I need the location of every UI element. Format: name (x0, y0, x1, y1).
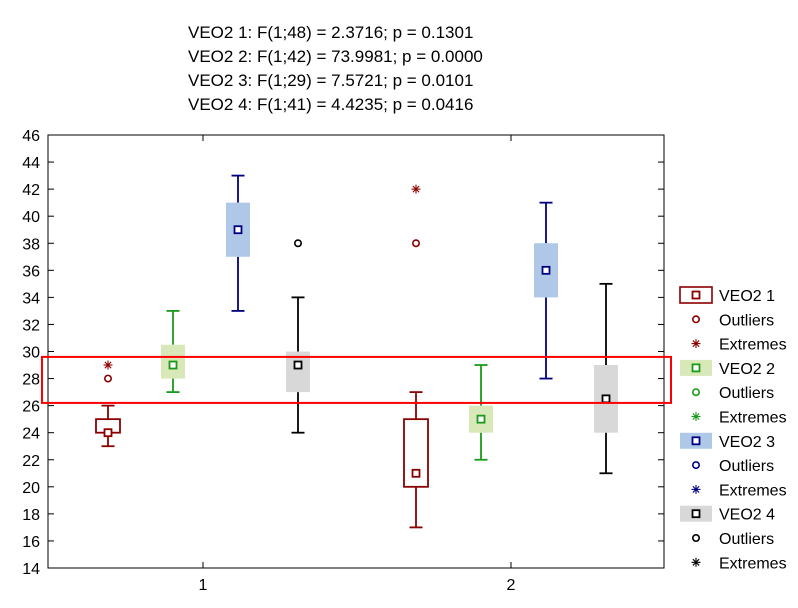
y-tick-label: 46 (22, 128, 40, 145)
legend-item-5: Outliers (691, 385, 774, 402)
box-4-2 (594, 282, 618, 475)
legend-label: VEO2 3 (719, 434, 775, 451)
y-tick-label: 22 (22, 453, 40, 470)
legend-item-10: VEO2 4 (680, 505, 775, 524)
median-marker (411, 468, 421, 478)
y-tick-label: 44 (22, 155, 40, 172)
legend-label: Extremes (719, 555, 787, 572)
outlier-point (691, 533, 700, 542)
stats-header: VEO2 1: F(1;48) = 2.3716; p = 0.1301 VEO2… (188, 23, 483, 114)
legend-item-4: VEO2 2 (680, 359, 775, 378)
x-tick-label: 2 (507, 577, 516, 594)
legend-label: Outliers (719, 458, 774, 475)
legend-item-7: VEO2 3 (680, 432, 775, 451)
y-tick-label: 32 (22, 317, 40, 334)
y-tick-label: 24 (22, 426, 40, 443)
box-2-2 (469, 364, 493, 461)
y-tick-label: 26 (22, 399, 40, 416)
median-marker (691, 363, 701, 373)
median-marker (168, 360, 178, 370)
legend-item-1: VEO2 1 (679, 286, 775, 305)
median-marker (476, 414, 486, 424)
legend-label: VEO2 2 (719, 361, 775, 378)
median-marker (233, 225, 243, 235)
median-marker (691, 509, 701, 519)
highlight-rectangle (41, 355, 672, 404)
y-tick-label: 42 (22, 182, 40, 199)
box-2-1 (161, 310, 185, 393)
legend-item-8: Outliers (691, 458, 774, 475)
y-tick-label: 20 (22, 480, 40, 497)
legend-item-12: Extremes (691, 555, 787, 572)
legend-item-9: Extremes (691, 482, 787, 499)
axes: 14 16 18 20 22 24 26 28 30 32 34 36 38 40 42 44 46 1 2 (22, 128, 664, 594)
extreme-point (411, 184, 421, 194)
legend-label: Extremes (719, 410, 787, 427)
extreme-stroke (104, 361, 112, 369)
stats-line: VEO2 3: F(1;29) = 7.5721; p = 0.0101 (188, 71, 473, 90)
y-tick-label: 34 (22, 290, 40, 307)
legend-label: Outliers (719, 531, 774, 548)
y-tick-label: 36 (22, 263, 40, 280)
median-marker (601, 394, 611, 404)
median-marker (691, 436, 701, 446)
legend-item-11: Outliers (691, 531, 774, 548)
extreme-stroke (412, 185, 420, 193)
median-marker (103, 428, 113, 438)
outlier-point (411, 239, 420, 248)
extreme-point (691, 484, 701, 494)
median-marker (541, 265, 551, 275)
outlier-point (293, 239, 302, 248)
box-4-1 (286, 239, 310, 434)
stats-line: VEO2 4: F(1;41) = 4.4235; p = 0.0416 (188, 95, 473, 114)
plot-frame (47, 134, 665, 569)
legend-label: Outliers (719, 385, 774, 402)
legend-label: Outliers (719, 312, 774, 329)
legend-item-6: Extremes (691, 410, 787, 427)
y-tick-label: 30 (22, 345, 40, 362)
y-tick-label: 38 (22, 236, 40, 253)
outlier-point (691, 315, 700, 324)
x-tick-label: 1 (199, 577, 208, 594)
extreme-point (691, 339, 701, 349)
outlier-point (691, 461, 700, 470)
outlier-point (691, 388, 700, 397)
legend-label: Extremes (719, 482, 787, 499)
extreme-stroke (692, 412, 700, 421)
box-3-1 (226, 174, 250, 312)
median-marker (691, 290, 701, 300)
y-tick-label: 40 (22, 209, 40, 226)
legend: VEO2 1 Outliers Extremes VEO2 2 Outliers Extr… (679, 286, 787, 572)
boxes (95, 174, 618, 529)
stats-line: VEO2 2: F(1;42) = 73.9981; p = 0.0000 (188, 47, 483, 66)
extreme-point (103, 360, 113, 370)
legend-label: VEO2 1 (719, 288, 775, 305)
legend-label: Extremes (719, 337, 787, 354)
highlight-layer (41, 355, 672, 404)
box-1-2 (403, 184, 429, 529)
extreme-stroke (692, 485, 700, 493)
extreme-point (691, 412, 701, 421)
box-body (286, 351, 310, 393)
legend-item-2: Outliers (691, 312, 774, 329)
y-tick-label: 28 (22, 372, 40, 389)
legend-item-3: Extremes (691, 337, 787, 354)
box-3-2 (534, 201, 558, 380)
outlier-point (104, 374, 113, 383)
extreme-stroke (692, 340, 700, 348)
median-marker (293, 360, 303, 370)
y-tick-label: 18 (22, 507, 40, 524)
legend-label: VEO2 4 (719, 507, 775, 524)
extreme-point (691, 557, 701, 567)
box-1-1 (95, 360, 121, 448)
y-tick-label: 14 (22, 561, 40, 578)
extreme-stroke (692, 558, 700, 566)
stats-line: VEO2 1: F(1;48) = 2.3716; p = 0.1301 (188, 23, 473, 42)
y-tick-label: 16 (22, 534, 40, 551)
